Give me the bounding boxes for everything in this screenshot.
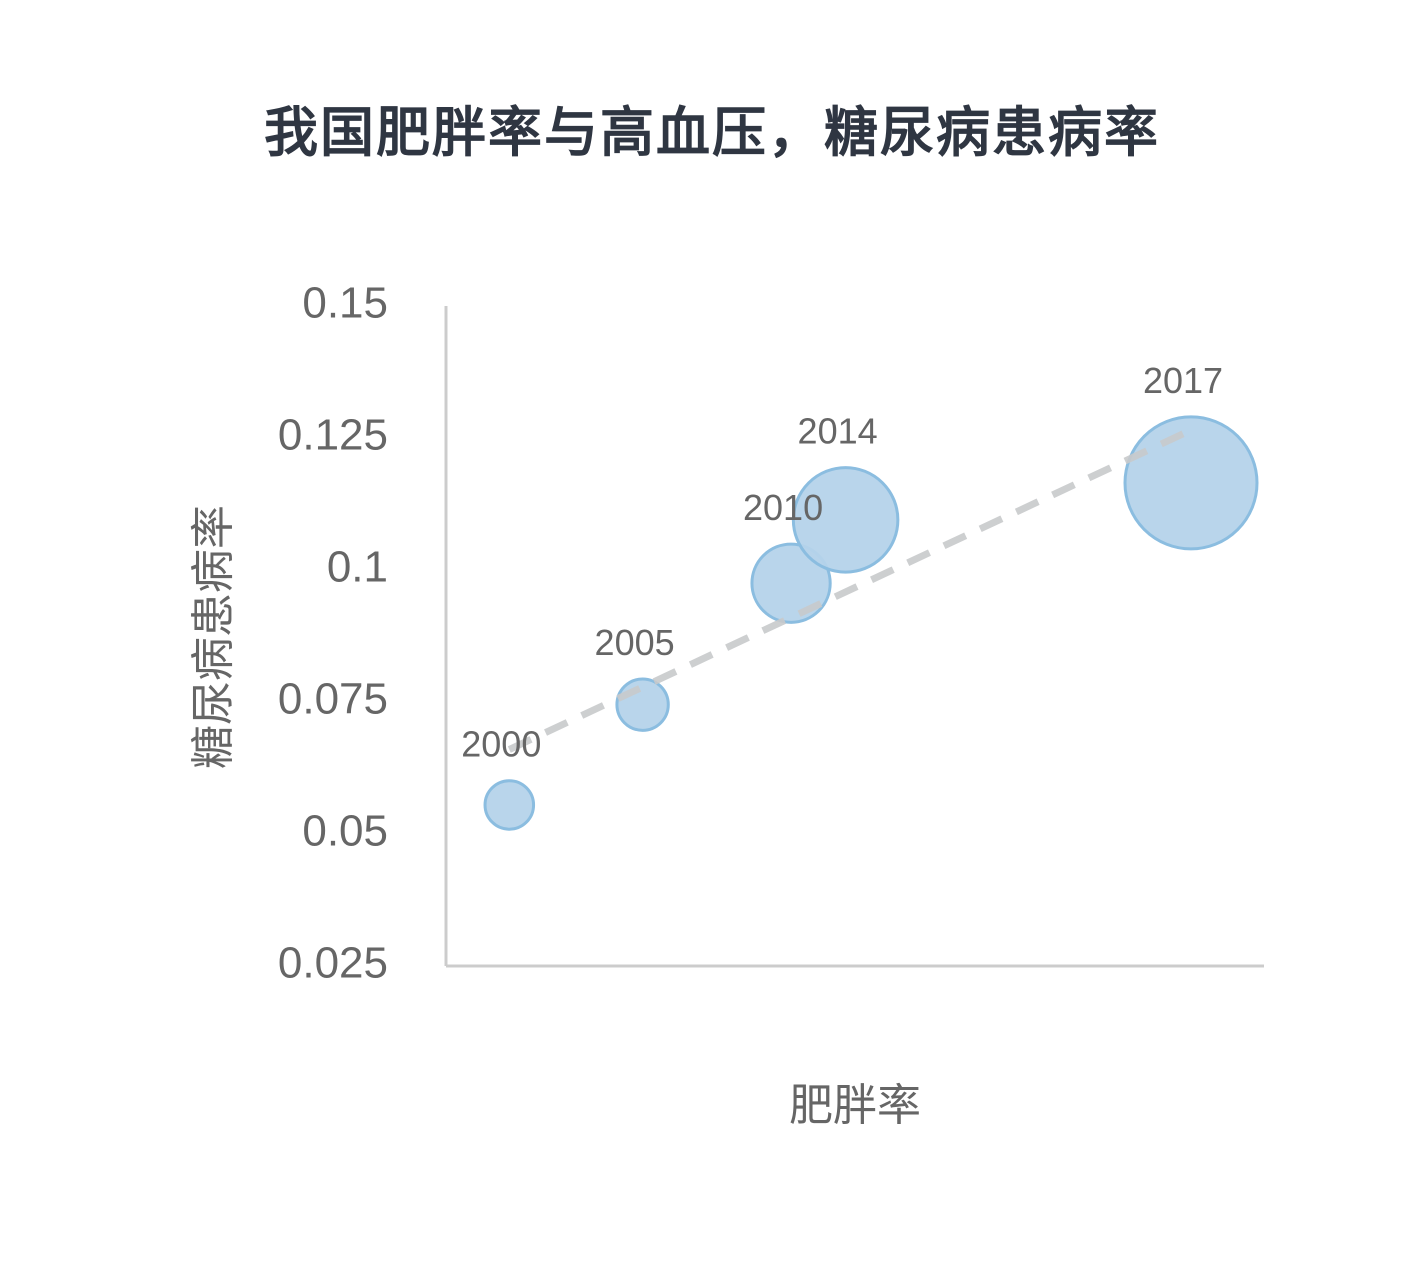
bubble-2005 [615, 677, 670, 732]
bubble-2000 [483, 779, 536, 831]
chart-title: 我国肥胖率与高血压，糖尿病患病率 [264, 101, 1160, 164]
y-axis-title: 糖尿病患病率 [188, 505, 239, 769]
bubble-2010 [750, 542, 832, 624]
y-tick-label: 0.15 [302, 279, 388, 328]
point-label-2005: 2005 [595, 622, 675, 663]
point-label-2017: 2017 [1143, 360, 1223, 401]
y-tick-label: 0.025 [278, 939, 388, 988]
trendline [507, 426, 1193, 753]
y-tick-label: 0.05 [302, 807, 388, 856]
bubble-2014 [791, 466, 900, 574]
point-label-2010: 2010 [743, 487, 823, 528]
point-label-2014: 2014 [798, 411, 878, 452]
point-label-2000: 2000 [461, 724, 541, 765]
point-labels: 2000 2005 2010 2014 2017 [461, 360, 1223, 765]
y-tick-label: 0.1 [327, 543, 388, 592]
x-axis-title: 肥胖率 [789, 1080, 921, 1131]
y-tick-label: 0.075 [278, 675, 388, 724]
y-axis-ticks: 0.15 0.125 0.1 0.075 0.05 0.025 [278, 279, 388, 988]
bubble-2017 [1123, 415, 1259, 551]
y-tick-label: 0.125 [278, 411, 388, 460]
bubble-series [483, 415, 1259, 831]
